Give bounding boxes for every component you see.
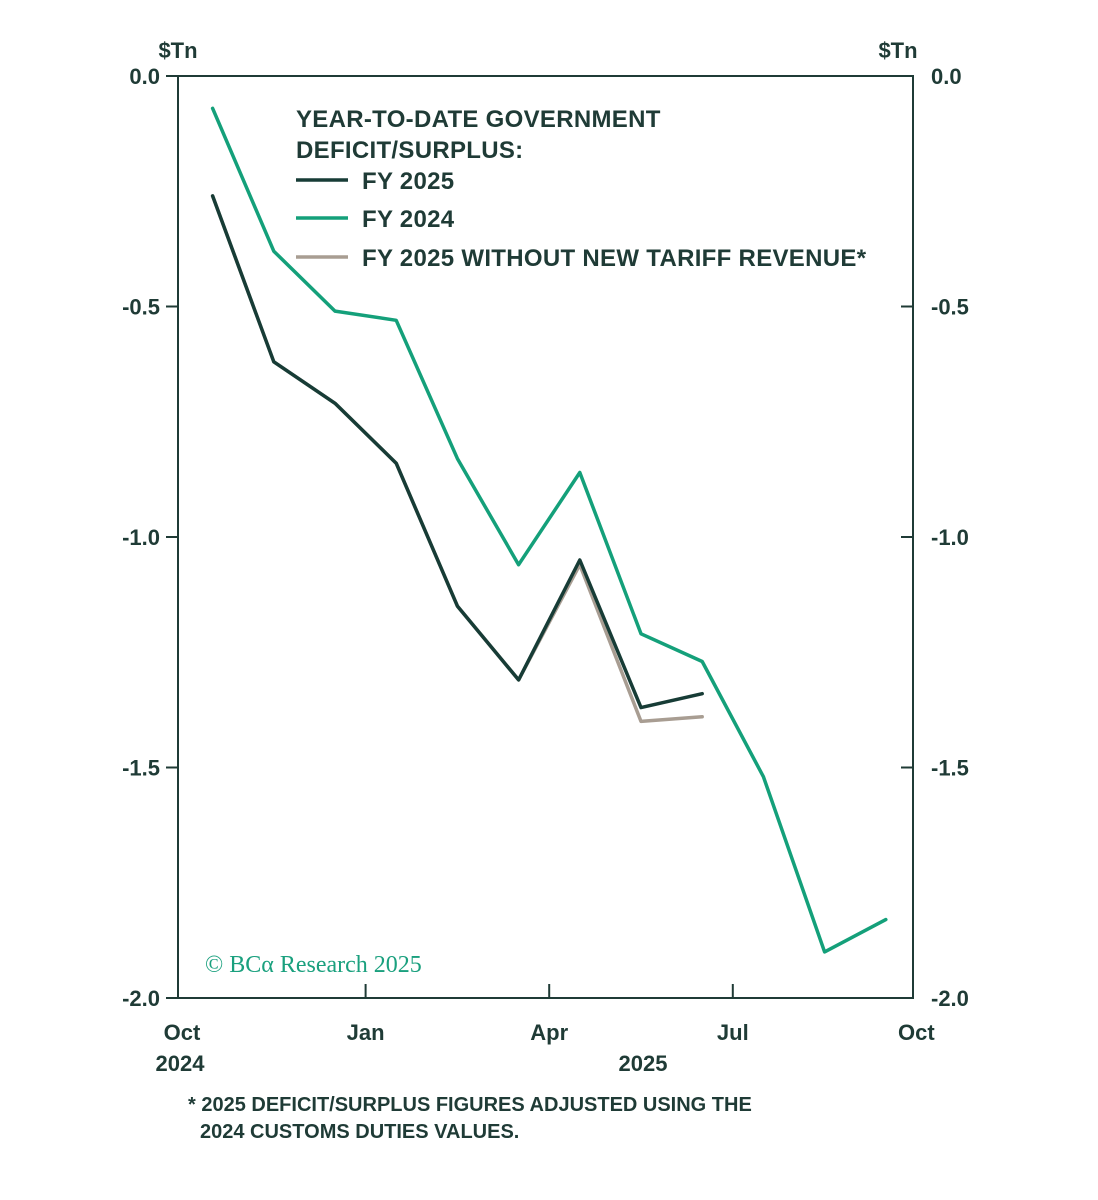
- plot-frame: [177, 75, 914, 999]
- series-line-fy-2024: [210, 106, 888, 954]
- y-tick-label-right-2: -1.0: [931, 525, 969, 550]
- y-tick-label-left-4: -2.0: [122, 986, 160, 1011]
- credit-label: © BCα Research 2025: [205, 952, 422, 978]
- y-tick-label-right-1: -0.5: [931, 295, 969, 320]
- series-line-fy-2025: [210, 194, 704, 710]
- legend-title-line2: DEFICIT/SURPLUS:: [296, 137, 523, 164]
- x-axis: Oct Jan Apr Jul Oct: [164, 984, 935, 1045]
- y-tick-label-right-3: -1.5: [931, 756, 969, 781]
- legend-title-line1: YEAR-TO-DATE GOVERNMENT: [296, 106, 661, 133]
- y-tick-label-left-1: -0.5: [122, 295, 160, 320]
- series-layer: [210, 106, 888, 954]
- legend-label-fy2024: FY 2024: [362, 206, 455, 233]
- right-unit-label: $Tn: [878, 38, 917, 63]
- x-tick-label-0: Oct: [164, 1020, 201, 1045]
- legend-label-fy2025-no-tariff: FY 2025 WITHOUT NEW TARIFF REVENUE*: [362, 245, 867, 272]
- right-y-axis: 0.0 -0.5 -1.0 -1.5 -2.0: [901, 64, 969, 1011]
- x-tick-label-1: Jan: [347, 1020, 385, 1045]
- y-tick-label-left-3: -1.5: [122, 756, 160, 781]
- legend-label-fy2025: FY 2025: [362, 168, 454, 195]
- x-tick-label-3: Jul: [717, 1020, 749, 1045]
- y-tick-label-right-0: 0.0: [931, 64, 962, 89]
- x-tick-label-4: Oct: [898, 1020, 935, 1045]
- footnote-line1: * 2025 DEFICIT/SURPLUS FIGURES ADJUSTED …: [188, 1094, 752, 1116]
- y-tick-label-left-2: -1.0: [122, 525, 160, 550]
- legend: YEAR-TO-DATE GOVERNMENT DEFICIT/SURPLUS:…: [296, 106, 867, 272]
- y-tick-label-left-0: 0.0: [129, 64, 160, 89]
- x-year-label-2024: 2024: [156, 1051, 206, 1076]
- footnote-line2: 2024 CUSTOMS DUTIES VALUES.: [200, 1121, 519, 1143]
- x-year-label-2025: 2025: [619, 1051, 668, 1076]
- y-tick-label-right-4: -2.0: [931, 986, 969, 1011]
- left-y-axis: 0.0 -0.5 -1.0 -1.5 -2.0: [122, 64, 178, 1011]
- left-unit-label: $Tn: [158, 38, 197, 63]
- x-tick-label-2: Apr: [530, 1020, 568, 1045]
